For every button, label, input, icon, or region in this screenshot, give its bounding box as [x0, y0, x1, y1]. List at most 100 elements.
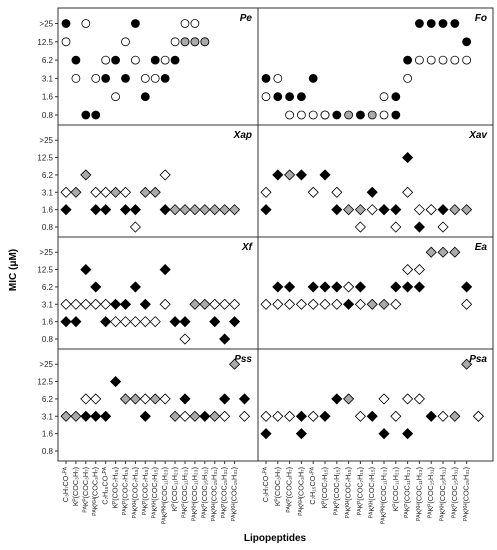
data-point [70, 316, 82, 328]
panel-psa: Psa [257, 348, 494, 462]
data-point [159, 264, 171, 276]
data-point [129, 204, 141, 216]
data-point [139, 316, 151, 328]
data-point [219, 298, 231, 310]
y-tick-label: >25 [39, 19, 53, 28]
data-point [450, 19, 460, 28]
data-point [140, 92, 150, 102]
data-point [119, 186, 132, 198]
data-point [129, 316, 141, 328]
data-point [449, 204, 461, 216]
data-point [391, 110, 401, 120]
data-point [209, 298, 221, 310]
data-point [319, 298, 331, 310]
x-tick-label: ᴾᴬKᴾ(COC₃H₇) [285, 467, 294, 512]
data-point [100, 316, 112, 328]
data-point [332, 110, 342, 120]
y-tick-label: 0.8 [42, 111, 54, 120]
data-point [90, 281, 102, 293]
data-point [160, 73, 170, 83]
data-point [129, 221, 141, 233]
data-point [169, 204, 181, 216]
x-tick-label: ᴾᴬKᴷᴴ(COC₇H₁₅) [150, 467, 159, 518]
x-tick-label: Kᴾ(COC₃H₇) [273, 467, 282, 506]
data-point [413, 393, 425, 405]
x-tick-label: C₇H₁₅CO-ᴾᴬ [101, 466, 110, 504]
data-point [199, 204, 211, 216]
data-point [356, 110, 365, 120]
data-point [189, 204, 201, 216]
data-point [413, 221, 425, 233]
data-point [320, 110, 330, 120]
data-point [119, 204, 132, 216]
data-point [228, 358, 241, 370]
data-point [284, 298, 296, 310]
data-point [438, 55, 448, 65]
data-point [437, 410, 449, 422]
data-point [110, 376, 122, 388]
data-point [238, 393, 251, 405]
y-tick-label: >25 [39, 136, 53, 145]
data-point [60, 298, 72, 310]
y-tick-label: 0.8 [42, 335, 54, 344]
data-point [180, 19, 190, 28]
data-point [80, 298, 92, 310]
x-tick-label: ᴾᴬKᴾ(COC₇H₁₅) [355, 467, 364, 515]
data-point [260, 204, 272, 216]
data-point [450, 55, 460, 65]
data-point [219, 410, 231, 422]
data-point [260, 186, 272, 198]
data-point [272, 410, 284, 422]
data-point [437, 221, 449, 233]
data-point [284, 281, 296, 293]
data-point [390, 221, 402, 233]
data-point [110, 316, 122, 328]
data-point [179, 333, 191, 345]
data-point [366, 204, 378, 216]
data-point [61, 37, 71, 47]
panel-title: Xav [468, 130, 488, 141]
data-point [179, 204, 191, 216]
x-tick-label: Kᴾ(COC₁₁H₂₃) [170, 467, 179, 511]
data-point [354, 298, 366, 310]
data-point [402, 428, 414, 440]
panel-pss: 0.8 1.6 3.1 6.2 12.5 >25 Pss [37, 348, 259, 462]
data-point [100, 186, 112, 198]
data-point [308, 110, 318, 120]
data-point [295, 169, 307, 181]
data-point [331, 186, 343, 198]
data-point [159, 393, 171, 405]
y-tick-label: 12.5 [37, 38, 53, 47]
x-tick-label: ᴾᴬKᴷᴴ(COC₁₅H₃₁) [462, 467, 471, 521]
data-point [319, 169, 331, 181]
data-point [60, 204, 72, 216]
data-point [284, 169, 296, 181]
data-point [80, 169, 92, 181]
data-point [343, 298, 355, 310]
data-point [119, 298, 132, 310]
x-tick-label: ᴾᴬKᴾ(COC₁₁H₂₃) [180, 467, 189, 518]
data-point [179, 393, 191, 405]
data-point [260, 298, 272, 310]
data-point [101, 55, 111, 65]
data-point [284, 410, 296, 422]
data-point [367, 110, 377, 120]
data-point [425, 204, 437, 216]
panel-title: Xf [241, 242, 254, 253]
data-point [425, 410, 437, 422]
data-point [449, 246, 461, 258]
data-point [415, 19, 424, 28]
x-tick-label: ᴾᴬKᴾ(COC₁₁H₂₃) [403, 467, 412, 518]
y-tick-label: 12.5 [37, 378, 53, 387]
x-tick-label: ᴾᴬKᴷᴴ(COC₁₁H₂₃) [190, 467, 199, 521]
data-point [272, 298, 284, 310]
data-point [426, 55, 436, 65]
data-point [149, 393, 161, 405]
data-point [390, 204, 402, 216]
panel-ea: Ea [257, 236, 494, 350]
data-point [415, 55, 424, 65]
y-tick-label: 6.2 [42, 283, 54, 292]
data-point [170, 37, 180, 47]
data-point [129, 281, 141, 293]
data-point [354, 204, 366, 216]
